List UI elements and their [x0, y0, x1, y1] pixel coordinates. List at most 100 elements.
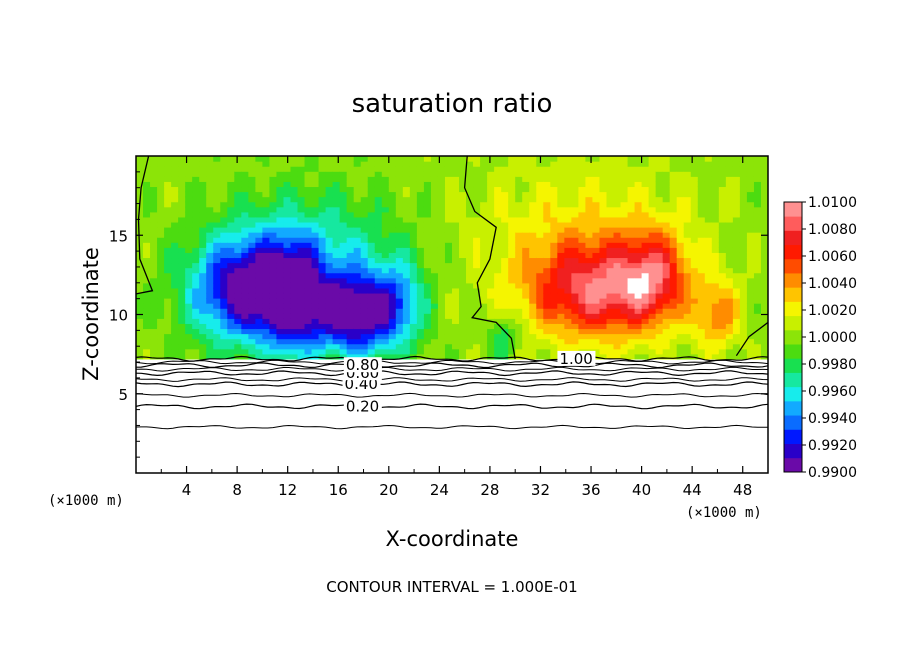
heatmap-cell — [606, 298, 615, 304]
heatmap-cell — [185, 328, 193, 335]
heatmap-cell — [199, 338, 207, 345]
heatmap-cell — [494, 161, 502, 167]
heatmap-cell — [746, 262, 755, 269]
heatmap-cell — [648, 211, 657, 218]
heatmap-cell — [578, 237, 587, 243]
heatmap-cell — [613, 333, 622, 340]
heatmap-cell — [557, 272, 565, 279]
heatmap-cell — [444, 186, 453, 193]
heatmap-cell — [416, 267, 425, 274]
heatmap-cell — [276, 156, 285, 162]
heatmap-cell — [318, 227, 327, 233]
heatmap-cell — [402, 287, 411, 294]
heatmap-cell — [718, 161, 727, 167]
heatmap-cell — [634, 176, 643, 182]
heatmap-cell — [318, 308, 327, 314]
heatmap-cell — [704, 328, 713, 335]
heatmap-cell — [634, 181, 643, 188]
heatmap-cell — [157, 303, 165, 309]
heatmap-cell — [143, 211, 151, 218]
heatmap-cell — [494, 303, 502, 309]
heatmap-cell — [655, 216, 664, 223]
heatmap-cell — [164, 262, 172, 269]
heatmap-cell — [395, 247, 404, 253]
heatmap-cell — [536, 242, 544, 248]
heatmap-cell — [515, 262, 523, 269]
heatmap-cell — [318, 191, 327, 198]
heatmap-cell — [318, 328, 327, 335]
heatmap-cell — [487, 227, 495, 233]
heatmap-cell — [444, 348, 453, 355]
heatmap-cell — [227, 166, 235, 172]
heatmap-cell — [536, 232, 544, 238]
heatmap-cell — [290, 232, 299, 238]
heatmap-cell — [592, 287, 601, 294]
heatmap-cell — [620, 191, 629, 198]
heatmap-cell — [711, 232, 720, 238]
heatmap-cell — [718, 227, 727, 233]
heatmap-cell — [746, 216, 755, 223]
heatmap-cell — [339, 242, 348, 248]
heatmap-cell — [346, 227, 355, 233]
heatmap-cell — [683, 247, 692, 253]
heatmap-cell — [746, 287, 755, 294]
heatmap-cell — [199, 171, 207, 177]
heatmap-cell — [360, 181, 369, 188]
heatmap-cell — [388, 333, 397, 340]
heatmap-cell — [444, 232, 453, 238]
heatmap-cell — [718, 292, 727, 299]
heatmap-cell — [206, 298, 214, 304]
heatmap-cell — [746, 166, 755, 172]
heatmap-cell — [578, 227, 587, 233]
heatmap-cell — [543, 262, 551, 269]
heatmap-cell — [606, 272, 615, 279]
heatmap-cell — [620, 272, 629, 279]
heatmap-cell — [606, 201, 615, 208]
heatmap-cell — [711, 166, 720, 172]
heatmap-cell — [697, 242, 706, 248]
heatmap-cell — [423, 277, 432, 284]
heatmap-cell — [585, 252, 594, 259]
heatmap-cell — [318, 303, 327, 309]
heatmap-cell — [564, 308, 572, 314]
heatmap-cell — [459, 277, 467, 284]
heatmap-cell — [683, 227, 692, 233]
heatmap-cell — [353, 221, 362, 228]
heatmap-cell — [669, 262, 678, 269]
heatmap-cell — [655, 166, 664, 172]
heatmap-cell — [515, 196, 523, 203]
heatmap-cell — [718, 328, 727, 335]
heatmap-cell — [753, 196, 762, 203]
heatmap-cell — [550, 227, 558, 233]
heatmap-cell — [480, 161, 488, 167]
heatmap-cell — [662, 338, 671, 345]
heatmap-cell — [669, 338, 678, 345]
heatmap-cell — [466, 232, 474, 238]
x-tick-label: 16 — [329, 481, 348, 499]
heatmap-cell — [557, 181, 565, 188]
heatmap-cell — [620, 166, 629, 172]
heatmap-cell — [192, 196, 200, 203]
heatmap-cell — [599, 282, 608, 289]
heatmap-cell — [178, 298, 186, 304]
heatmap-cell — [255, 267, 263, 274]
heatmap-cell — [711, 272, 720, 279]
heatmap-cell — [332, 186, 341, 193]
heatmap-cell — [522, 267, 530, 274]
heatmap-cell — [381, 267, 390, 274]
heatmap-cell — [178, 343, 186, 350]
heatmap-cell — [353, 156, 362, 162]
heatmap-cell — [346, 262, 355, 269]
heatmap-cell — [732, 221, 741, 228]
heatmap-cell — [339, 201, 348, 208]
heatmap-cell — [206, 353, 214, 360]
heatmap-cell — [262, 303, 271, 309]
heatmap-cell — [374, 211, 383, 218]
heatmap-cell — [325, 318, 334, 324]
heatmap-cell — [143, 308, 151, 314]
heatmap-cell — [269, 171, 278, 177]
heatmap-cell — [459, 237, 467, 243]
heatmap-cell — [297, 262, 306, 269]
heatmap-cell — [704, 196, 713, 203]
heatmap-cell — [437, 328, 446, 335]
